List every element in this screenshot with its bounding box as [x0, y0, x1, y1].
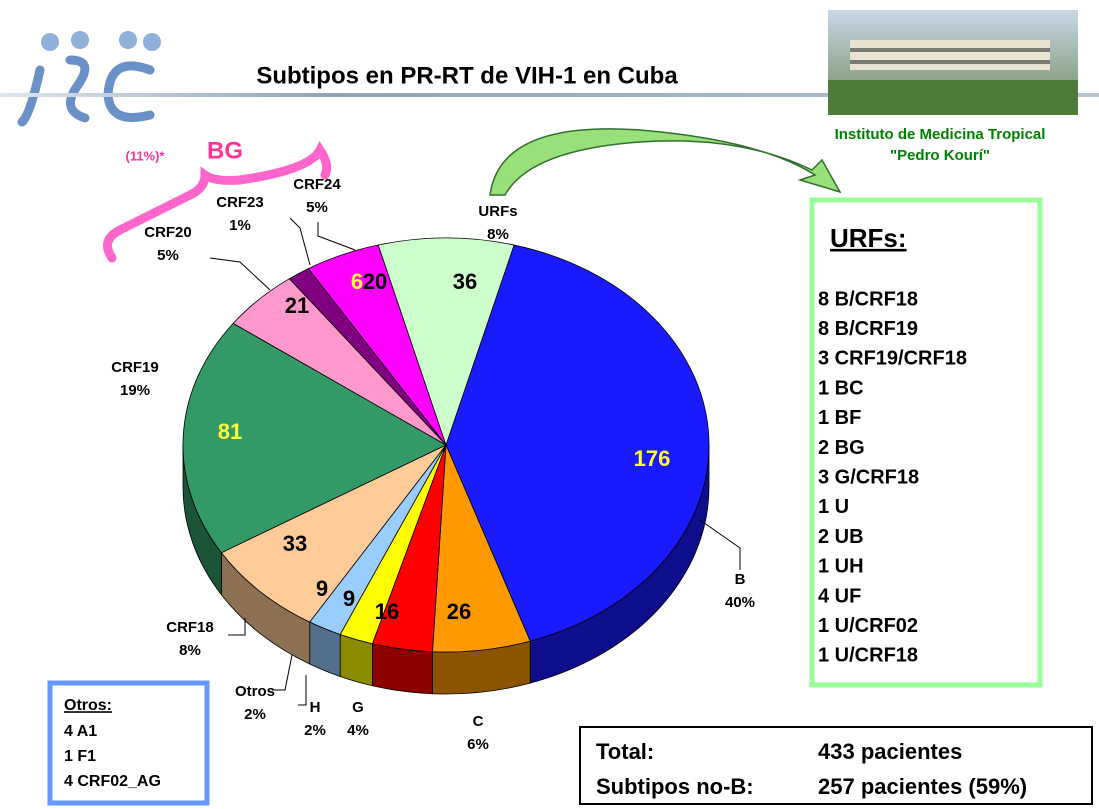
title: Subtipos en PR-RT de VIH-1 en Cuba: [256, 62, 678, 89]
category-label: G: [352, 699, 364, 716]
value-label: 26: [447, 599, 471, 624]
urfs-item: 1 UH: [818, 556, 864, 578]
leader-line: [210, 258, 270, 290]
urfs-item: 1 U/CRF02: [818, 615, 918, 637]
percent-label: 19%: [120, 382, 150, 399]
category-label: CRF20: [144, 224, 192, 241]
percent-label: 1%: [229, 217, 251, 234]
value-label: 9: [316, 576, 328, 601]
percent-label: 6%: [467, 736, 489, 753]
otros-item: 1 F1: [64, 748, 96, 765]
bracket-note: (11%)*: [125, 148, 165, 163]
value-label: 20: [363, 269, 387, 294]
percent-label: 2%: [244, 706, 266, 723]
totals-cell: 433 pacientes: [818, 739, 962, 764]
leader-line: [298, 675, 306, 705]
percent-label: 5%: [157, 247, 179, 264]
leader-line: [290, 218, 310, 265]
urfs-item: 2 BG: [818, 437, 865, 459]
totals-cell: 257 pacientes (59%): [818, 774, 1027, 799]
otros-item: 4 A1: [64, 723, 97, 740]
logo: [22, 31, 161, 122]
urfs-item: 3 CRF19/CRF18: [818, 348, 967, 370]
urfs-item: 2 UB: [818, 526, 864, 548]
value-label: 36: [453, 269, 477, 294]
urfs-item: 1 BF: [818, 407, 861, 429]
totals-cell: Total:: [596, 739, 654, 764]
urfs-item: 1 U/CRF18: [818, 645, 918, 667]
urfs-item: 3 G/CRF18: [818, 466, 919, 488]
category-label: CRF24: [293, 176, 341, 193]
percent-label: 2%: [304, 722, 326, 739]
otros-item: 4 CRF02_AG: [64, 773, 161, 790]
pie: 176 B 40% 26 C 6% 16 G 4% 9 H 2% 9 Otros 2% 33 CRF18 8% 81…: [111, 176, 755, 753]
value-label: 6: [351, 269, 363, 294]
percent-label: 8%: [487, 226, 509, 243]
otros-title: Otros:: [64, 697, 112, 714]
percent-label: 5%: [306, 199, 328, 216]
percent-label: 4%: [347, 722, 369, 739]
value-label: 9: [343, 586, 355, 611]
category-label: CRF19: [111, 359, 159, 376]
percent-label: 40%: [725, 594, 755, 611]
leader-line: [318, 222, 355, 250]
totals-cell: Subtipos no-B:: [596, 774, 754, 799]
arrow: [490, 129, 840, 195]
institute-name: "Pedro Kourí": [890, 147, 990, 164]
category-label: H: [310, 699, 321, 716]
category-label: C: [473, 713, 484, 730]
slide: Subtipos en PR-RT de VIH-1 en Cuba Insti…: [0, 0, 1099, 809]
category-label: B: [735, 571, 746, 588]
urfs-item: 8 B/CRF18: [818, 288, 918, 310]
urfs-item: 8 B/CRF19: [818, 318, 918, 340]
category-label: Otros: [235, 683, 275, 700]
value-label: 176: [634, 446, 671, 471]
urfs-title: URFs:: [830, 223, 907, 253]
urfs-item: 1 U: [818, 496, 849, 518]
urfs-item: 1 BC: [818, 377, 864, 399]
building-photo: [828, 10, 1078, 115]
institute-name: Instituto de Medicina Tropical: [835, 126, 1046, 143]
percent-label: 8%: [179, 642, 201, 659]
leader-line: [700, 520, 740, 570]
bracket-label: BG: [207, 137, 243, 164]
category-label: CRF18: [166, 619, 214, 636]
value-label: 33: [283, 531, 307, 556]
value-label: 81: [218, 419, 242, 444]
category-label: CRF23: [216, 194, 264, 211]
leader-line: [228, 618, 245, 635]
urfs-item: 4 UF: [818, 585, 861, 607]
value-label: 16: [375, 599, 399, 624]
value-label: 21: [285, 293, 309, 318]
category-label: URFs: [478, 203, 517, 220]
